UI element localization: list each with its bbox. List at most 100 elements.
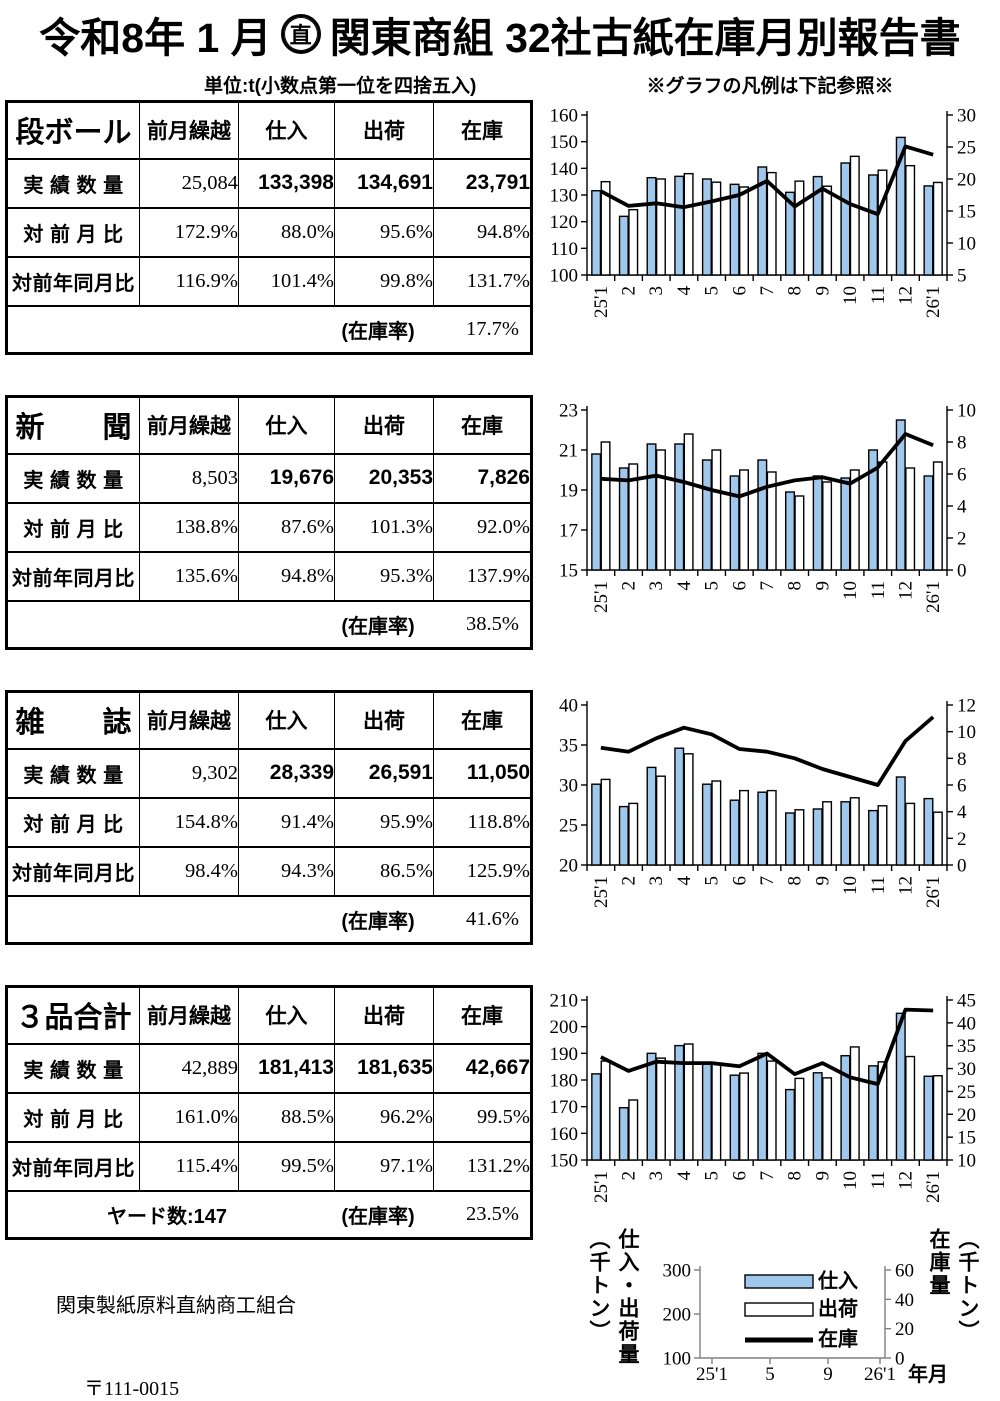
x-axis-ticks [586,1160,948,1166]
svg-text:7: 7 [757,876,778,886]
svg-text:0: 0 [895,1349,905,1370]
table-total: ３品合計 前月繰越 仕入 出荷 在庫実 績 数 量 42,889 181,413 181,63… [5,985,533,1240]
table-row: 実 績 数 量 25,084 133,398 134,691 23,791 [6,157,532,208]
table-row: 対前年同月比 115.4% 99.5% 97.1% 131.2% [6,1140,532,1191]
legend-reference-note: ※グラフの凡例は下記参照※ [646,76,894,97]
value-cell: 95.6% [334,206,434,257]
svg-text:12: 12 [957,696,976,717]
column-header: 出荷 [334,395,434,454]
row-header: 対 前 月 比 [6,796,140,847]
value-cell: 99.5% [238,1140,335,1191]
svg-text:10: 10 [957,1151,976,1172]
stock-rate-value: 38.5% [466,612,519,635]
svg-text:200: 200 [663,1305,692,1326]
svg-text:11: 11 [868,876,889,894]
legend-swatch-bar-blue [744,1274,814,1289]
svg-text:40: 40 [895,1290,914,1311]
table-title: 段ボール [6,100,140,159]
section-total: ３品合計 前月繰越 仕入 出荷 在庫実 績 数 量 42,889 181,413 181,63… [0,985,1000,1280]
svg-text:15: 15 [559,561,578,582]
org-name: 関東製紙原料直納商工組合 [56,1295,296,1317]
svg-text:8: 8 [957,749,967,770]
svg-text:6: 6 [729,581,750,591]
svg-text:2: 2 [957,829,967,850]
value-cell: 11,050 [433,747,532,798]
svg-text:4: 4 [957,802,967,823]
svg-text:190: 190 [550,1044,579,1065]
svg-text:300: 300 [663,1261,692,1282]
svg-text:26'1: 26'1 [923,581,944,613]
column-header: 仕入 [238,985,335,1044]
stock-rate-label: (在庫率) [341,1205,415,1228]
column-header: 出荷 [334,100,434,159]
choku-emblem-char: 直 [289,23,312,48]
data-table: 新 聞前月繰越 仕入 出荷 在庫実 績 数 量 8,503 19,676 20,353 7,8… [5,395,533,650]
row-header: 実 績 数 量 [6,452,140,503]
svg-text:2: 2 [619,286,640,296]
svg-text:5: 5 [702,286,723,296]
svg-text:140: 140 [550,159,579,180]
legend-label: 仕入 [817,1269,858,1293]
column-header: 前月繰越 [139,690,239,749]
svg-text:8: 8 [785,581,806,591]
value-cell: 87.6% [238,501,335,552]
svg-text:5: 5 [702,1171,723,1181]
row-header: 対前年同月比 [6,845,140,896]
x-axis-ticks [586,865,948,871]
svg-text:26'1: 26'1 [923,1171,944,1203]
svg-text:6: 6 [957,465,967,486]
value-cell: 20,353 [334,452,434,503]
line-zaiko [599,144,934,217]
svg-text:4: 4 [957,497,967,518]
footer-cell: (在庫率) 38.5% [6,599,532,649]
svg-text:150: 150 [550,132,579,153]
svg-text:11: 11 [868,1171,889,1189]
value-cell: 116.9% [139,255,239,306]
value-cell: 94.3% [238,845,335,896]
table-header-row: 雑 誌前月繰越 仕入 出荷 在庫 [6,690,532,749]
table-title: 新 聞 [6,395,140,454]
svg-text:25'1: 25'1 [591,876,612,908]
left-axis-ticks: 15 17 19 21 23 [559,401,587,582]
bars-shukka [600,433,943,571]
x-category-labels: 25'1 2 3 4 5 6 7 8 9 10 11 12 26'1 [591,581,944,613]
svg-text:150: 150 [550,1151,579,1172]
svg-text:9: 9 [823,1364,833,1385]
stock-rate-label: (在庫率) [341,910,415,933]
data-table: ３品合計 前月繰越 仕入 出荷 在庫実 績 数 量 42,889 181,413 181,63… [5,985,533,1240]
value-cell: 86.5% [334,845,434,896]
value-cell: 115.4% [139,1140,239,1191]
bars-shiire [591,747,934,866]
x-axis-ticks [586,275,948,281]
value-cell: 95.9% [334,796,434,847]
column-header: 仕入 [238,395,335,454]
row-header: 実 績 数 量 [6,747,140,798]
svg-text:9: 9 [812,286,833,296]
svg-text:11: 11 [868,581,889,599]
value-cell: 94.8% [433,206,532,257]
svg-text:15: 15 [957,202,976,223]
value-cell: 135.6% [139,550,239,601]
svg-text:2: 2 [619,581,640,591]
table-footer-row: (在庫率) 41.6% [6,894,532,944]
svg-text:4: 4 [674,286,695,296]
row-header: 対 前 月 比 [6,501,140,552]
svg-text:35: 35 [957,1036,976,1057]
value-cell: 26,591 [334,747,434,798]
right-axis-ticks: 0 2 4 6 8 10 [947,401,976,582]
svg-text:3: 3 [646,581,667,591]
table-row: 実 績 数 量 9,302 28,339 26,591 11,050 [6,747,532,798]
svg-text:25'1: 25'1 [591,1171,612,1203]
svg-text:12: 12 [895,286,916,305]
legend-swatch-bar-white [744,1302,814,1317]
svg-text:10: 10 [840,876,861,895]
table-cardboard: 段ボール 前月繰越 仕入 出荷 在庫実 績 数 量 25,084 133,398 134,69… [5,100,533,355]
value-cell: 95.3% [334,550,434,601]
svg-text:10: 10 [840,581,861,600]
row-header: 対前年同月比 [6,1140,140,1191]
section-newspaper: 新 聞前月繰越 仕入 出荷 在庫実 績 数 量 8,503 19,676 20,353 7,8… [0,395,1000,690]
svg-text:2: 2 [957,529,967,550]
